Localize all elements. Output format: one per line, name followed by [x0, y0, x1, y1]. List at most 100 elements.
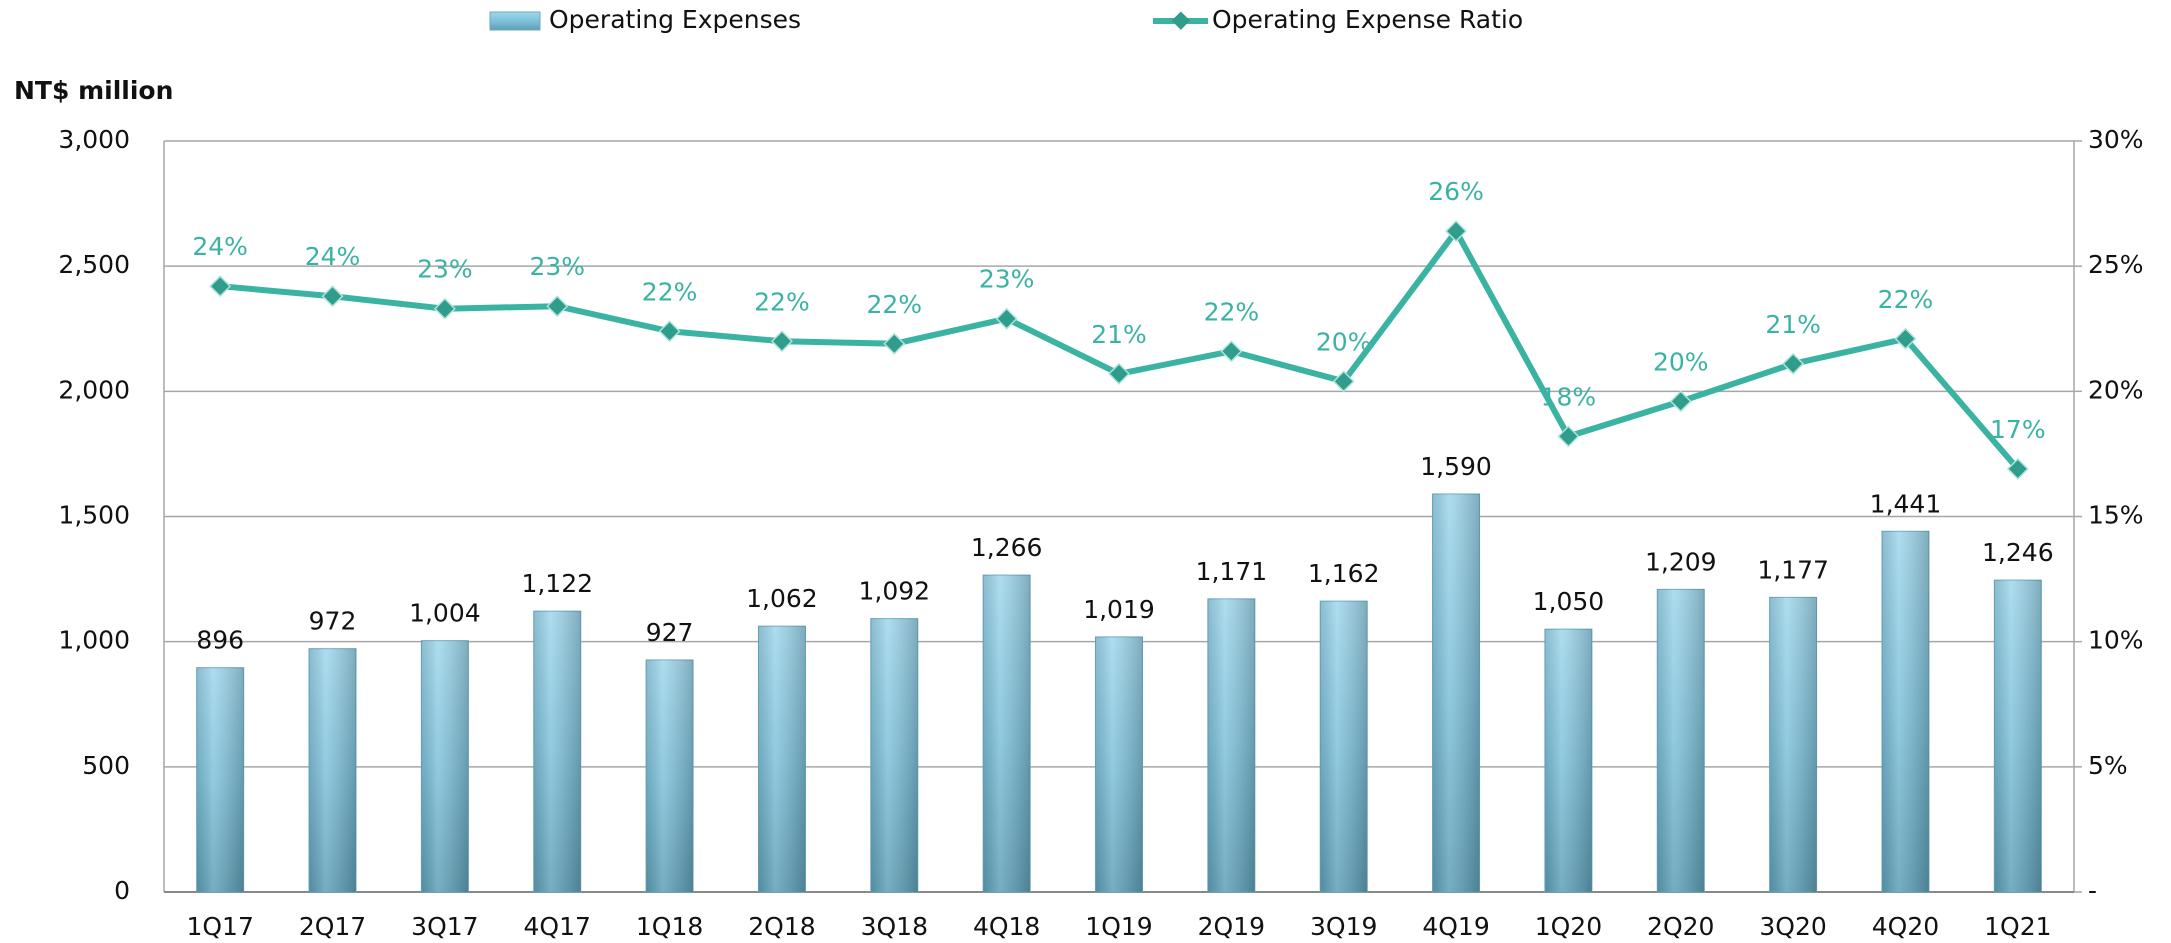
bar-shade — [1207, 598, 1255, 892]
x-tick-label: 1Q18 — [636, 912, 703, 941]
ratio-marker — [1445, 220, 1468, 243]
ratio-marker — [321, 285, 344, 308]
bar-value-label: 1,209 — [1645, 547, 1717, 576]
ratio-value-label: 22% — [1878, 285, 1934, 314]
bar-shade — [1432, 493, 1480, 892]
x-tick-label: 1Q21 — [1984, 912, 2051, 941]
ratio-marker — [770, 330, 793, 353]
bar-value-label: 1,177 — [1757, 555, 1829, 584]
x-tick-label: 3Q19 — [1310, 912, 1377, 941]
x-tick-label: 3Q18 — [861, 912, 928, 941]
ratio-value-label: 23% — [417, 255, 473, 284]
bar-value-label: 1,266 — [971, 533, 1043, 562]
x-tick-label: 2Q20 — [1647, 912, 1714, 941]
ratio-marker — [2006, 457, 2029, 480]
ratio-marker — [1220, 340, 1243, 363]
x-tick-label: 2Q18 — [748, 912, 815, 941]
y2-tick-label: 10% — [2088, 626, 2144, 655]
x-tick-label: 4Q19 — [1422, 912, 1489, 941]
bar-shade — [1544, 629, 1592, 892]
bar-value-label: 1,171 — [1196, 557, 1268, 586]
bar-value-label: 1,019 — [1083, 595, 1155, 624]
ratio-value-label: 22% — [1204, 297, 1260, 326]
bar-value-label: 1,004 — [409, 599, 481, 628]
x-tick-label: 1Q19 — [1085, 912, 1152, 941]
y2-tick-label: 20% — [2088, 375, 2144, 404]
ratio-value-label: 22% — [867, 290, 923, 319]
ratio-marker — [1332, 370, 1355, 393]
y-tick-label: 2,000 — [58, 375, 130, 404]
ratio-value-label: 18% — [1541, 382, 1597, 411]
x-tick-label: 2Q19 — [1198, 912, 1265, 941]
bar-value-label: 1,092 — [859, 577, 931, 606]
ratio-value-label: 24% — [192, 232, 248, 261]
y-tick-label: 500 — [82, 751, 130, 780]
bar-value-label: 1,062 — [746, 584, 818, 613]
ratio-value-label: 20% — [1316, 327, 1372, 356]
y2-tick-label: 15% — [2088, 501, 2144, 530]
x-tick-label: 4Q20 — [1872, 912, 1939, 941]
y2-tick-label: 5% — [2088, 751, 2128, 780]
ratio-value-label: 22% — [754, 287, 810, 316]
ratio-value-label: 21% — [1091, 320, 1147, 349]
bar-shade — [983, 575, 1031, 892]
y2-tick-label: - — [2088, 876, 2097, 905]
bar-value-label: 896 — [196, 626, 244, 655]
bar-value-label: 927 — [646, 618, 694, 647]
y-tick-label: 2,500 — [58, 250, 130, 279]
x-tick-label: 4Q18 — [973, 912, 1040, 941]
bar-value-label: 1,441 — [1870, 489, 1942, 518]
bar-value-label: 1,162 — [1308, 559, 1380, 588]
ratio-value-label: 21% — [1765, 310, 1821, 339]
ratio-marker — [1557, 425, 1580, 448]
bar-shade — [309, 648, 357, 892]
ratio-value-label: 23% — [529, 252, 585, 281]
x-tick-label: 2Q17 — [299, 912, 366, 941]
y-tick-label: 1,000 — [58, 626, 130, 655]
legend-label: Operating Expense Ratio — [1212, 5, 1523, 34]
bar-shade — [646, 659, 694, 892]
bar-value-label: 1,246 — [1982, 538, 2054, 567]
x-tick-label: 4Q17 — [524, 912, 591, 941]
ratio-value-label: 24% — [305, 242, 361, 271]
bar-shade — [1657, 589, 1705, 892]
ratio-marker — [883, 332, 906, 355]
bar-shade — [196, 667, 244, 892]
bar-value-label: 972 — [309, 607, 357, 636]
x-tick-label: 3Q20 — [1759, 912, 1826, 941]
ratio-marker — [1782, 352, 1805, 375]
ratio-marker — [433, 297, 456, 320]
ratio-marker — [1108, 362, 1130, 385]
ratio-marker — [1669, 390, 1692, 413]
ratio-marker — [995, 307, 1018, 330]
x-tick-label: 1Q17 — [186, 912, 253, 941]
bar-shade — [1769, 597, 1817, 892]
bar-value-label: 1,122 — [521, 569, 593, 598]
ratio-value-label: 17% — [1990, 415, 2046, 444]
bar-shade — [1994, 580, 2042, 892]
bar-shade — [758, 626, 806, 892]
bar-shade — [1320, 601, 1368, 892]
ratio-marker — [658, 320, 681, 343]
legend-swatch — [489, 11, 541, 31]
ratio-value-label: 20% — [1653, 347, 1709, 376]
ratio-value-label: 26% — [1428, 177, 1484, 206]
bar-shade — [1095, 636, 1143, 892]
ratio-value-label: 22% — [642, 277, 698, 306]
legend-label: Operating Expenses — [549, 5, 801, 34]
y-tick-label: 1,500 — [58, 501, 130, 530]
legend-marker — [1171, 11, 1191, 30]
y-axis-label: NT$ million — [14, 76, 173, 105]
bar-shade — [421, 640, 469, 892]
x-tick-label: 1Q20 — [1535, 912, 1602, 941]
ratio-marker — [209, 275, 232, 298]
ratio-marker — [1894, 327, 1917, 350]
bar-shade — [533, 611, 581, 892]
bar-shade — [1881, 531, 1929, 892]
ratio-value-label: 23% — [979, 265, 1035, 294]
bar-value-label: 1,050 — [1533, 587, 1605, 616]
y-tick-label: 3,000 — [58, 125, 130, 154]
bar-value-label: 1,590 — [1420, 452, 1492, 481]
y-tick-label: 0 — [114, 876, 130, 905]
